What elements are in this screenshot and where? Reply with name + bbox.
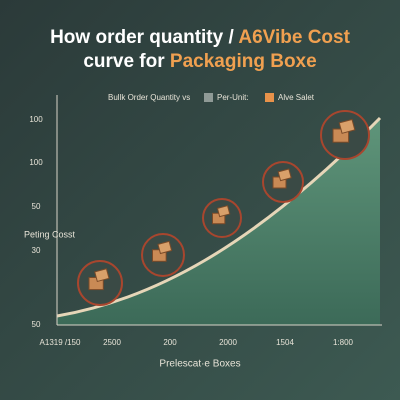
box xyxy=(338,118,356,134)
y-title: Peting Cosst xyxy=(24,229,76,239)
y-label: 100 xyxy=(29,115,43,124)
box xyxy=(94,268,110,283)
x-label: 2500 xyxy=(103,338,121,347)
title-accent: Packaging Boxe xyxy=(170,51,317,72)
y-label: 50 xyxy=(32,320,41,329)
box-icons xyxy=(77,110,370,306)
x-label: 2000 xyxy=(219,338,237,347)
y-labels: 100 100 50 30 50 xyxy=(29,115,43,329)
y-label: 50 xyxy=(32,202,41,211)
box xyxy=(157,240,173,255)
x-labels: A1319 /150 2500 200 2000 1504 1:800 xyxy=(40,338,354,347)
legend-lead: Bullk Order Quantity vs xyxy=(108,93,190,102)
y-label: 30 xyxy=(32,246,41,255)
x-label: 200 xyxy=(163,338,177,347)
title: How order quantity / A6Vibe Cost xyxy=(50,27,351,48)
box xyxy=(277,168,292,182)
title-plain: curve for xyxy=(83,51,165,72)
x-title: Prelescat·e Boxes xyxy=(159,359,240,370)
title-accent: A6Vibe Cost xyxy=(238,27,350,48)
legend-swatch xyxy=(265,93,274,102)
title-plain: How order quantity / xyxy=(50,27,234,48)
curve-area xyxy=(57,118,380,325)
box xyxy=(216,205,231,218)
legend-label: Alve Salet xyxy=(278,93,315,102)
x-label: 1:800 xyxy=(333,338,354,347)
legend-swatch xyxy=(204,93,213,102)
y-label: 100 xyxy=(29,158,43,167)
curve xyxy=(56,116,382,318)
title: curve for Packaging Boxe xyxy=(83,51,316,72)
x-label: 1504 xyxy=(276,338,294,347)
legend-label: Per-Unit: xyxy=(217,93,249,102)
x-label: A1319 /150 xyxy=(40,338,81,347)
